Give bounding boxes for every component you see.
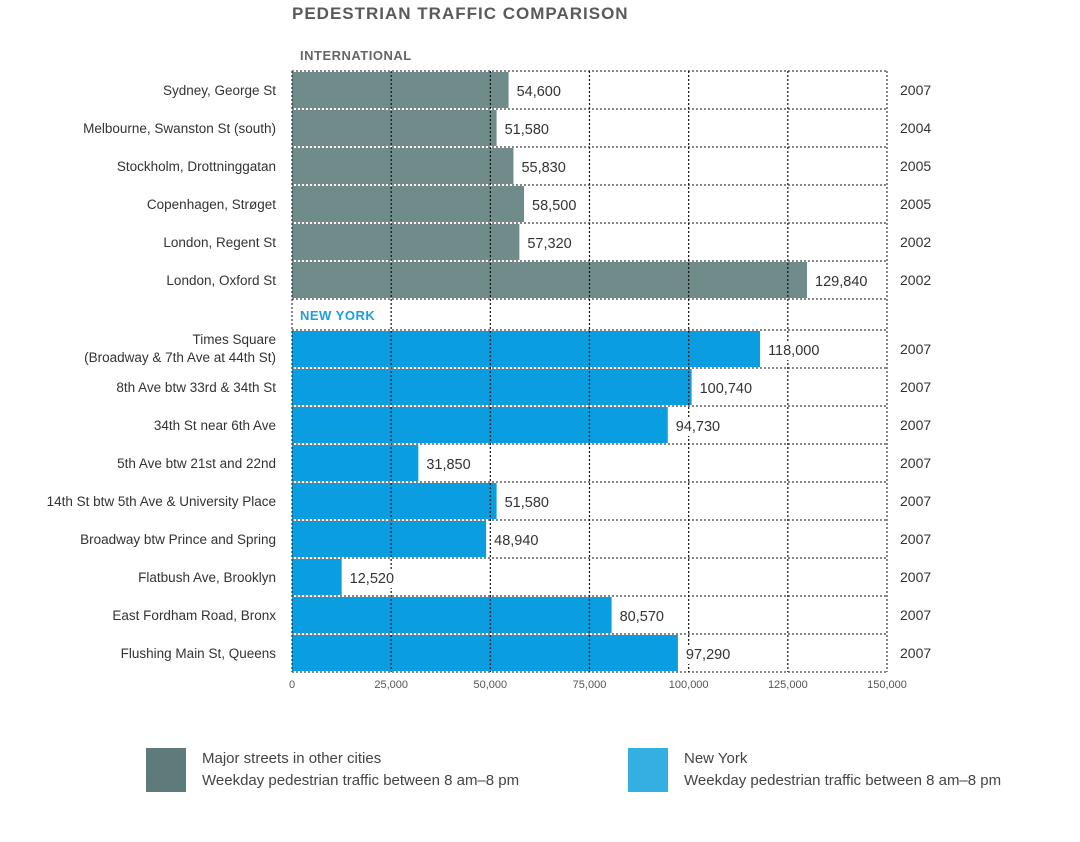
value-label-background [524, 235, 575, 253]
x-tick-label: 50,000 [474, 679, 508, 691]
year-label: 2002 [900, 272, 931, 288]
category-label: London, Oxford St [166, 273, 276, 288]
value-label-background [513, 83, 564, 101]
value-label-background [491, 532, 542, 550]
bar [292, 559, 342, 595]
bar [292, 407, 668, 443]
value-label: 100,740 [700, 381, 752, 397]
value-label: 54,600 [517, 84, 561, 100]
value-label: 12,520 [350, 571, 394, 587]
value-label: 51,580 [505, 122, 549, 138]
value-label: 31,850 [426, 457, 470, 473]
year-label: 2007 [900, 455, 931, 471]
year-label: 2007 [900, 341, 931, 357]
category-label: East Fordham Road, Bronx [112, 608, 276, 623]
value-label: 57,320 [527, 236, 571, 252]
bar [292, 186, 525, 222]
year-label: 2007 [900, 379, 931, 395]
x-tick-label: 125,000 [768, 679, 808, 691]
x-tick-label: 75,000 [573, 679, 607, 691]
value-label-background [346, 570, 398, 588]
year-label: 2007 [900, 531, 931, 547]
bar [292, 331, 761, 367]
legend-swatch-international [146, 748, 186, 792]
x-tick-label: 150,000 [867, 679, 907, 691]
value-label: 129,840 [815, 274, 867, 290]
x-tick-label: 100,000 [669, 679, 709, 691]
category-label: Broadway btw Prince and Spring [80, 532, 276, 547]
category-label: 14th St btw 5th Ave & University Place [47, 494, 276, 509]
bar [292, 110, 497, 146]
bar [292, 521, 487, 557]
value-label-background [616, 608, 667, 626]
category-label: 34th St near 6th Ave [154, 418, 276, 433]
legend-international-line2: Weekday pedestrian traffic between 8 am–… [202, 772, 520, 789]
legend-newyork: New York Weekday pedestrian traffic betw… [628, 748, 1001, 792]
value-label: 58,500 [532, 198, 576, 214]
year-label: 2007 [900, 645, 931, 661]
year-label: 2007 [900, 607, 931, 623]
bar [292, 483, 497, 519]
value-label-background [812, 273, 871, 291]
value-label-background [696, 380, 756, 398]
value-label-background [765, 342, 823, 360]
category-label: Melbourne, Swanston St (south) [83, 121, 276, 136]
value-label-background [682, 646, 734, 664]
value-label-background [518, 159, 569, 177]
category-label: 5th Ave btw 21st and 22nd [117, 456, 276, 471]
value-label: 48,940 [494, 533, 538, 549]
year-label: 2005 [900, 196, 931, 212]
value-label-background [672, 418, 724, 436]
legend-newyork-line2: Weekday pedestrian traffic between 8 am–… [684, 772, 1002, 789]
bar [292, 148, 514, 184]
category-label: Times Square [192, 332, 276, 347]
chart-title: PEDESTRIAN TRAFFIC COMPARISON [292, 4, 629, 23]
value-label-background [423, 456, 474, 474]
legend-swatch-newyork [628, 748, 668, 792]
year-label: 2002 [900, 234, 931, 250]
bar [292, 445, 419, 481]
category-label: Stockholm, Drottninggatan [117, 159, 276, 174]
value-label-background [501, 121, 552, 139]
year-label: 2007 [900, 417, 931, 433]
category-label: London, Regent St [163, 235, 276, 250]
bar-chart: INTERNATIONAL Sydney, George St 2007 Melbou… [47, 48, 932, 691]
bar [292, 224, 520, 260]
bar [292, 635, 678, 671]
year-label: 2007 [900, 569, 931, 585]
year-label: 2007 [900, 82, 931, 98]
value-label-background [529, 197, 580, 215]
value-label: 55,830 [521, 160, 565, 176]
value-label: 51,580 [505, 495, 549, 511]
group-label-international: INTERNATIONAL [300, 48, 412, 63]
legend-international-line1: Major streets in other cities [202, 750, 382, 767]
x-tick-label: 0 [289, 679, 295, 691]
bar [292, 262, 808, 298]
group-label-new-york: NEW YORK [300, 308, 375, 323]
legend-international: Major streets in other cities Weekday pe… [146, 748, 519, 792]
legend-newyork-line1: New York [684, 750, 748, 767]
bar [292, 597, 612, 633]
year-label: 2007 [900, 493, 931, 509]
value-label: 94,730 [676, 419, 720, 435]
x-tick-label: 25,000 [374, 679, 408, 691]
category-label: Flushing Main St, Queens [121, 646, 277, 661]
value-label-background [501, 494, 552, 512]
category-label: Copenhagen, Strøget [147, 197, 276, 212]
bar [292, 369, 692, 405]
year-label: 2005 [900, 158, 931, 174]
category-label: (Broadway & 7th Ave at 44th St) [84, 350, 276, 365]
value-label: 97,290 [686, 647, 730, 663]
value-label: 80,570 [620, 609, 664, 625]
value-label: 118,000 [768, 343, 819, 359]
year-label: 2004 [900, 120, 931, 136]
bar [292, 72, 509, 108]
category-label: 8th Ave btw 33rd & 34th St [116, 380, 276, 395]
category-label: Sydney, George St [163, 83, 276, 98]
category-label: Flatbush Ave, Brooklyn [138, 570, 276, 585]
